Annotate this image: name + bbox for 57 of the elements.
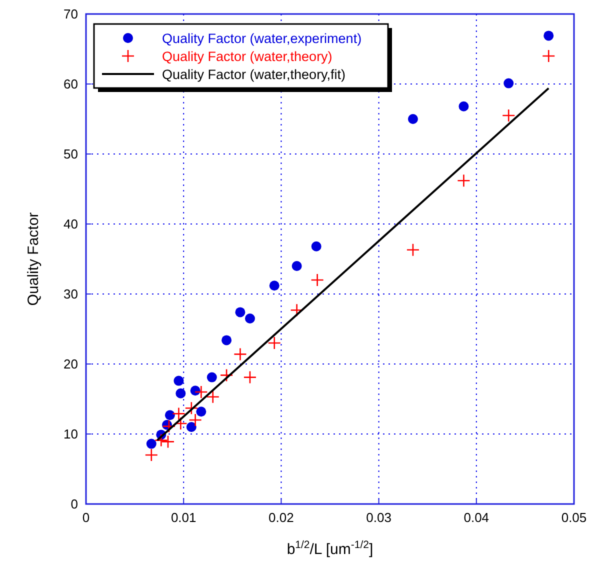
legend-label: Quality Factor (water,theory,fit): [162, 67, 346, 82]
point: [194, 385, 208, 399]
point: [146, 438, 156, 449]
y-tick-label: 50: [64, 146, 78, 162]
point: [234, 348, 247, 361]
x-tick-label: 0.04: [464, 510, 490, 525]
y-tick-label: 10: [64, 426, 78, 442]
point: [504, 78, 514, 88]
x-tick-label: 0.01: [170, 510, 196, 525]
y-tick-label: 20: [64, 356, 78, 372]
point: [544, 30, 554, 41]
point: [290, 303, 304, 317]
y-tick-label: 70: [64, 6, 78, 22]
legend-label: Quality Factor (water,theory): [162, 49, 332, 64]
point: [190, 386, 200, 396]
point: [292, 261, 302, 271]
point: [269, 280, 280, 291]
point: [161, 435, 175, 448]
point: [268, 336, 282, 350]
point: [172, 407, 186, 420]
point: [502, 108, 516, 122]
y-tick-label: 0: [70, 496, 78, 512]
legend-label: Quality Factor (water,experiment): [162, 31, 362, 46]
point: [222, 335, 232, 346]
point: [206, 390, 220, 404]
point: [406, 243, 420, 257]
point: [206, 372, 217, 382]
point: [458, 101, 469, 112]
point: [176, 388, 186, 398]
point: [186, 422, 196, 432]
point: [196, 406, 206, 417]
x-tick-label: 0.05: [561, 510, 587, 525]
point: [162, 420, 176, 433]
point: [174, 416, 188, 430]
point: [408, 114, 418, 124]
y-tick-label: 40: [64, 216, 78, 232]
point: [235, 307, 246, 318]
point: [164, 410, 175, 420]
x-axis-title: b$^{1/2}$/L [um$^{-1/2}$]: [286, 539, 374, 558]
point: [184, 401, 198, 415]
point: [243, 370, 257, 384]
x-tick-label: 0: [82, 510, 90, 525]
y-axis-title: Quality Factor: [25, 212, 42, 306]
point: [188, 413, 202, 427]
point: [244, 314, 255, 324]
y-tick-label: 30: [64, 286, 78, 302]
x-tick-label: 0.03: [366, 510, 392, 525]
x-tick-label: 0.02: [268, 510, 294, 525]
point: [174, 376, 184, 386]
y-tick-label: 60: [64, 76, 78, 92]
point: [220, 368, 234, 382]
point: [457, 174, 470, 188]
point: [311, 241, 322, 252]
point: [144, 448, 158, 462]
point: [542, 49, 556, 63]
point: [154, 434, 168, 447]
point: [310, 273, 324, 287]
